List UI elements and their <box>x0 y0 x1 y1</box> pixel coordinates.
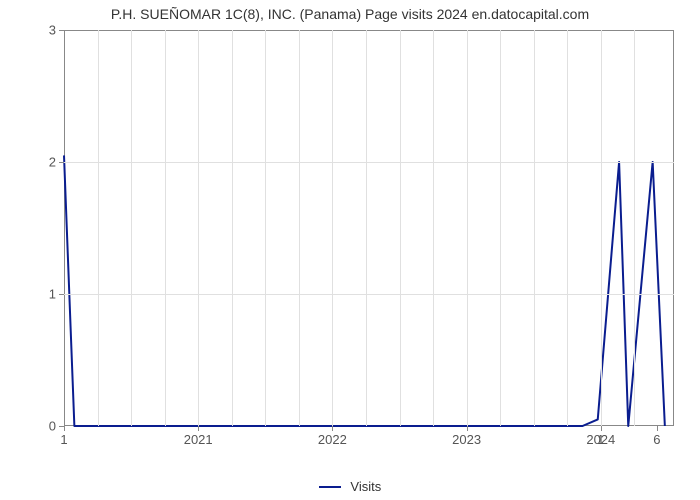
grid-line-v <box>534 30 535 426</box>
y-tick-mark <box>59 294 64 295</box>
x-year-label: 2023 <box>452 432 481 447</box>
x-year-label: 2022 <box>318 432 347 447</box>
x-tick-mark <box>198 426 199 431</box>
y-tick-label: 0 <box>49 419 56 434</box>
y-tick-mark <box>59 30 64 31</box>
grid-line-v <box>400 30 401 426</box>
grid-line-v <box>634 30 635 426</box>
grid-line-v <box>232 30 233 426</box>
legend: Visits <box>0 478 700 494</box>
grid-line-v <box>265 30 266 426</box>
legend-label: Visits <box>350 479 381 494</box>
chart-title: P.H. SUEÑOMAR 1C(8), INC. (Panama) Page … <box>0 6 700 22</box>
grid-line-v <box>332 30 333 426</box>
y-tick-label: 1 <box>49 287 56 302</box>
grid-line-v <box>366 30 367 426</box>
grid-line-v <box>467 30 468 426</box>
visits-line <box>64 30 674 426</box>
grid-line-h <box>64 162 674 163</box>
y-tick-label: 3 <box>49 23 56 38</box>
legend-swatch <box>319 486 341 488</box>
grid-line-h <box>64 294 674 295</box>
grid-line-v <box>433 30 434 426</box>
x-secondary-label: 1 <box>597 432 604 447</box>
x-year-label: 2021 <box>184 432 213 447</box>
x-tick-mark <box>64 426 65 431</box>
x-tick-mark <box>657 426 658 431</box>
x-tick-mark <box>332 426 333 431</box>
grid-line-v <box>198 30 199 426</box>
grid-line-v <box>299 30 300 426</box>
x-secondary-label: 6 <box>653 432 660 447</box>
x-tick-mark <box>601 426 602 431</box>
grid-line-v <box>98 30 99 426</box>
grid-line-v <box>165 30 166 426</box>
grid-line-v <box>500 30 501 426</box>
grid-line-v <box>567 30 568 426</box>
grid-line-v <box>601 30 602 426</box>
y-tick-label: 2 <box>49 155 56 170</box>
x-secondary-label: 1 <box>60 432 67 447</box>
plot-area: 01232021202220232024116 <box>64 30 674 426</box>
chart-container: P.H. SUEÑOMAR 1C(8), INC. (Panama) Page … <box>0 0 700 500</box>
grid-line-v <box>131 30 132 426</box>
y-tick-mark <box>59 162 64 163</box>
x-tick-mark <box>467 426 468 431</box>
visits-polyline <box>64 155 665 426</box>
